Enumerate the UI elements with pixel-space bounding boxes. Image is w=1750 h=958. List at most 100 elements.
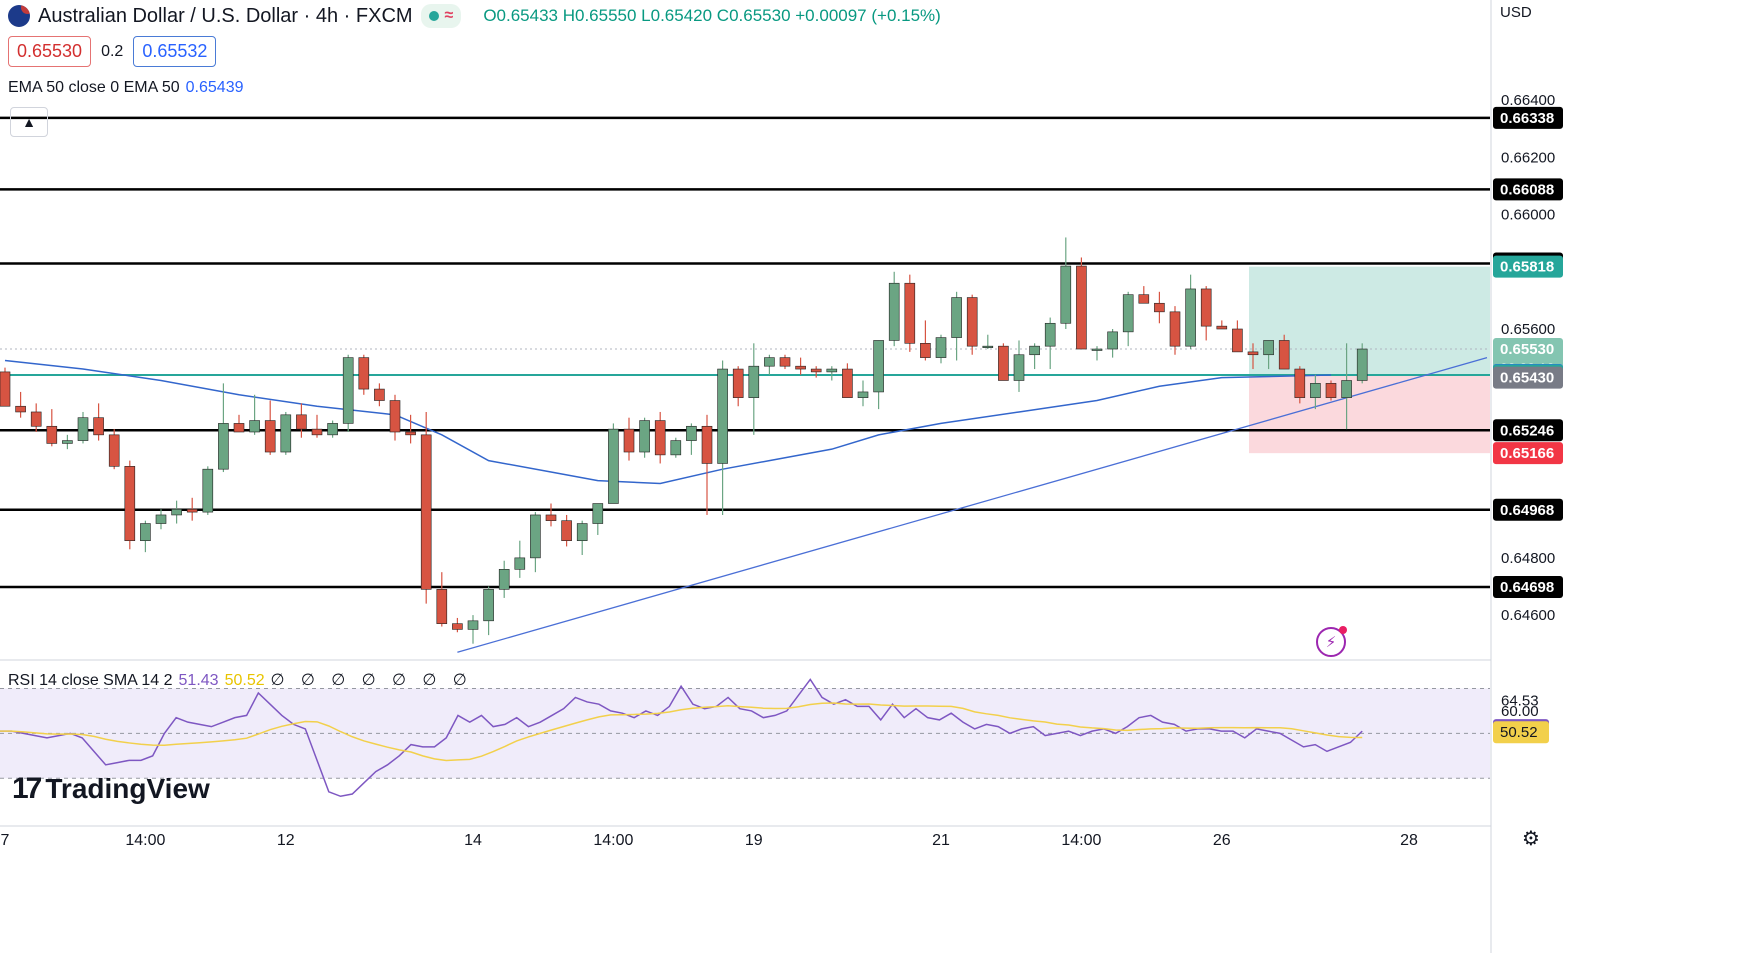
candle: [842, 368, 853, 398]
candle: [467, 620, 479, 630]
candle: [1247, 351, 1259, 356]
candle: [389, 400, 401, 433]
candle: [374, 388, 385, 401]
time-tick-label: 19: [745, 832, 763, 849]
candle: [1060, 265, 1072, 324]
spread-value: 0.2: [101, 42, 124, 60]
candle: [186, 508, 198, 513]
rsi-value-label-box: [1493, 721, 1549, 744]
price-label: 0.65430: [1500, 370, 1554, 387]
candle: [0, 371, 11, 407]
candle: [530, 514, 541, 559]
candle: [155, 514, 167, 524]
trend-line: [457, 356, 1488, 653]
candle: [171, 508, 182, 516]
price-tick-label: 0.66400: [1501, 92, 1555, 109]
chevron-up-icon: ▲: [22, 114, 36, 130]
aud-usd-flag-icon: [8, 5, 30, 27]
candle: [483, 589, 494, 622]
price-tick-label: 0.65600: [1501, 321, 1555, 338]
candle: [108, 434, 120, 467]
candle: [358, 357, 370, 390]
collapse-legend-button[interactable]: ▲: [10, 107, 48, 137]
rsi-legend[interactable]: RSI 14 close SMA 14 2 51.43 50.52 ∅ ∅ ∅ ∅ ∅…: [8, 670, 473, 690]
sell-price-button[interactable]: 0.65530: [8, 36, 92, 67]
time-tick-label: 14:00: [1061, 832, 1101, 849]
candle: [951, 297, 962, 338]
candle: [30, 411, 42, 427]
candle: [779, 357, 791, 367]
candle: [1232, 328, 1243, 353]
candle: [1029, 345, 1040, 356]
buy-price-button[interactable]: 0.65532: [133, 36, 217, 67]
tradingview-logo-text: TradingView: [45, 773, 210, 804]
candle: [1138, 294, 1150, 304]
price-tick-label: 0.64800: [1501, 550, 1555, 567]
candle: [1122, 294, 1134, 333]
rsi-tick-label: 60.00: [1501, 703, 1539, 720]
candle: [77, 417, 89, 441]
candle: [1341, 380, 1352, 398]
gear-icon[interactable]: ⚙: [1522, 828, 1540, 850]
rsi-line: [0, 678, 1363, 798]
price-label: 0.65246: [1500, 422, 1554, 439]
candle: [1107, 331, 1118, 350]
candle: [732, 368, 744, 398]
tradingview-logo[interactable]: 17 TradingView: [12, 772, 210, 806]
lightning-icon[interactable]: ⚡: [1316, 626, 1347, 657]
candle: [1169, 311, 1181, 347]
candle: [1294, 368, 1306, 398]
currency-selector[interactable]: USD: [1500, 4, 1532, 21]
ema-legend-value: 0.65439: [185, 79, 244, 96]
rsi-legend-label: RSI 14 close SMA 14 2: [8, 672, 173, 689]
rsi-legend-extra: ∅ ∅ ∅ ∅ ∅ ∅ ∅: [270, 672, 473, 689]
candle: [920, 343, 931, 358]
candle: [576, 523, 588, 542]
time-tick-label: 7: [1, 832, 10, 849]
ema-legend[interactable]: EMA 50 close 0 EMA 50 0.65439: [8, 79, 244, 97]
candle: [93, 417, 104, 436]
price-tick-label: 0.64600: [1501, 607, 1555, 624]
candle: [1216, 325, 1228, 330]
candle: [1325, 383, 1337, 398]
candle: [654, 420, 666, 456]
price-label: 0.65166: [1500, 445, 1554, 462]
candle: [342, 357, 354, 424]
symbol-header[interactable]: Australian Dollar / U.S. Dollar · 4h · F…: [8, 2, 941, 30]
candle: [124, 466, 136, 542]
candle: [218, 423, 229, 470]
candle: [935, 337, 947, 358]
candle: [795, 365, 806, 370]
candle: [826, 368, 838, 373]
candle: [311, 428, 323, 436]
rsi-tick-label: 64.53: [1501, 693, 1539, 710]
candle: [1310, 383, 1321, 398]
price-label-box: [1493, 442, 1563, 465]
ohlc-readout: O0.65433 H0.65550 L0.65420 C0.65530 +0.0…: [483, 6, 941, 25]
market-status-pill[interactable]: ≈: [420, 4, 462, 28]
market-open-icon: [428, 11, 439, 21]
candle: [452, 623, 463, 630]
candle: [810, 368, 822, 373]
candle: [1013, 354, 1025, 381]
candle: [498, 569, 510, 590]
symbol-title[interactable]: Australian Dollar / U.S. Dollar · 4h · F…: [38, 4, 413, 27]
time-tick-label: 14:00: [125, 832, 165, 849]
time-tick-label: 21: [932, 832, 950, 849]
candle: [592, 503, 604, 524]
candle: [857, 391, 869, 398]
candle: [748, 365, 760, 398]
candle: [264, 420, 276, 453]
candle: [62, 440, 73, 444]
price-label-box: [1493, 419, 1563, 442]
candle: [1263, 340, 1274, 356]
replay-wave-icon: ≈: [444, 7, 454, 24]
ema-legend-label: EMA 50 close 0 EMA 50: [8, 79, 180, 96]
candle: [904, 282, 916, 344]
candle: [1044, 322, 1056, 347]
candle: [545, 514, 557, 521]
candle: [233, 423, 245, 433]
candle: [1091, 348, 1103, 351]
